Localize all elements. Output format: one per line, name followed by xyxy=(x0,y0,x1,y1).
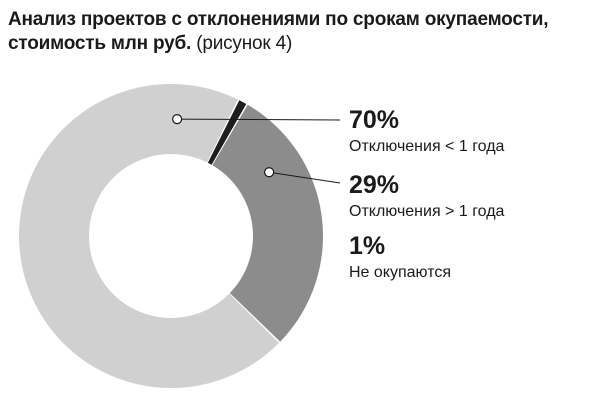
slice-1 xyxy=(212,104,324,342)
slice-0 xyxy=(19,83,280,388)
slice-label-1: Отключения > 1 года xyxy=(349,203,505,220)
slice-percent-0: 70% xyxy=(349,106,399,134)
title-figure-ref: (рисунок 4) xyxy=(196,33,293,54)
leader-line-0 xyxy=(177,118,341,121)
leader-marker-1 xyxy=(264,167,275,178)
title-line-2: стоимость млн руб. xyxy=(8,33,192,54)
slice-labels: 70% Отключения < 1 года 29% Отключения > 1 … xyxy=(349,106,505,281)
title-line-1: Анализ проектов с отклонениями по срокам… xyxy=(8,9,549,30)
slice-label-2: Не окупаются xyxy=(349,264,451,281)
donut-slices xyxy=(19,83,324,388)
slice-percent-1: 29% xyxy=(349,171,399,199)
slice-percent-2: 1% xyxy=(349,232,385,260)
leader-line-1 xyxy=(269,171,341,184)
leader-marker-0 xyxy=(172,114,183,125)
slice-2 xyxy=(207,100,247,165)
slice-label-0: Отключения < 1 года xyxy=(349,138,505,155)
leader-lines xyxy=(172,114,341,184)
chart-title: Анализ проектов с отклонениями по срокам… xyxy=(8,8,596,56)
